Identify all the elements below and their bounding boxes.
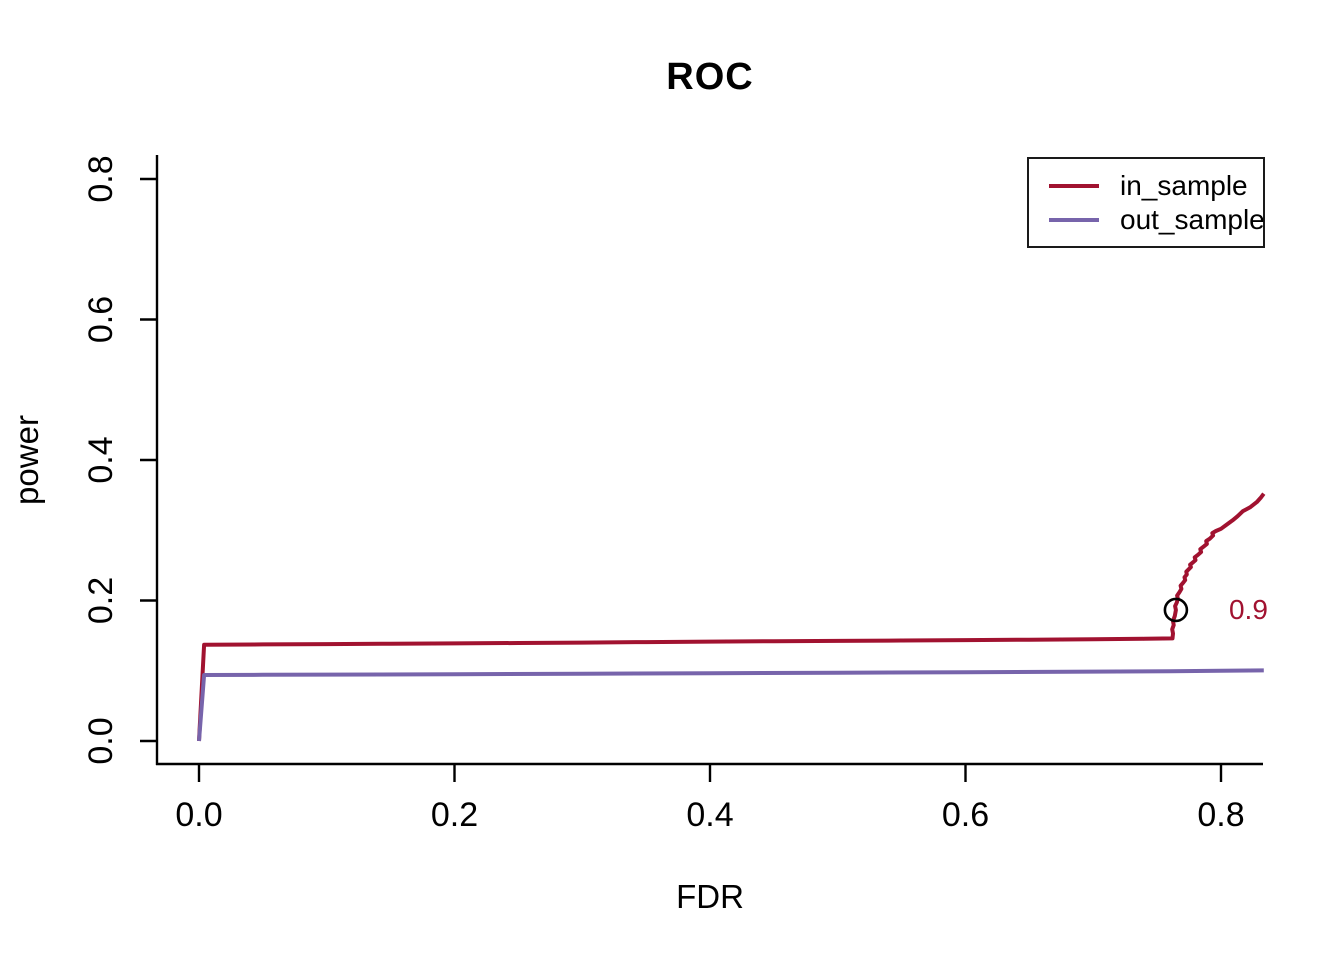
chart-title: ROC	[666, 56, 754, 98]
x-axis-label: FDR	[676, 878, 744, 915]
in-sample-line-swatch	[1049, 183, 1099, 188]
legend-item-in-sample: in_sample	[1029, 169, 1263, 201]
threshold-annotation: 0.9	[1228, 593, 1268, 625]
y-tick-label: 0.2	[82, 577, 120, 624]
x-tick-label: 0.2	[431, 796, 478, 834]
legend-label-in-sample: in_sample	[1120, 169, 1248, 201]
y-axis-label: power	[8, 415, 45, 505]
x-tick-label: 0.8	[1197, 796, 1244, 834]
legend-label-out-sample: out_sample	[1120, 203, 1265, 235]
x-tick-label: 0.6	[942, 796, 989, 834]
out-sample-line-swatch	[1049, 217, 1099, 222]
x-tick-label: 0.0	[175, 796, 222, 834]
x-tick-label: 0.4	[686, 796, 733, 834]
y-tick-label: 0.6	[82, 296, 120, 343]
y-tick-label: 0.0	[82, 717, 120, 764]
y-tick-label: 0.4	[82, 436, 120, 483]
y-tick-label: 0.8	[82, 155, 120, 202]
in_sample-curve	[197, 492, 1266, 742]
legend-item-out-sample: out_sample	[1029, 203, 1265, 235]
threshold-point-marker	[1163, 597, 1189, 623]
legend: in_sample out_sample	[1027, 157, 1265, 248]
out_sample-curve	[197, 668, 1264, 742]
